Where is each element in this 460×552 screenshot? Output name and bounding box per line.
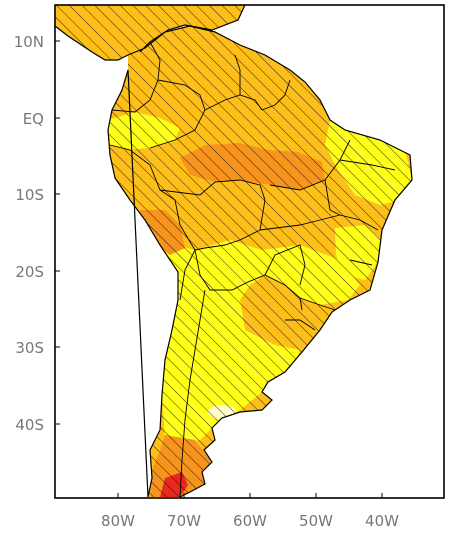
y-tick-label-10n: 10N (14, 33, 44, 51)
x-tick-label-80w: 80W (101, 512, 135, 530)
x-tick-label-70w: 70W (167, 512, 201, 530)
x-tick-label-60w: 60W (233, 512, 267, 530)
country-borders (109, 41, 396, 498)
y-tick-label-40s: 40S (15, 416, 44, 434)
x-axis (117, 493, 383, 498)
y-tick-labels: 10N EQ 10S 20S 30S 40S (14, 33, 44, 434)
y-tick-label-30s: 30S (15, 339, 44, 357)
y-tick-label-20s: 20S (15, 263, 44, 281)
x-tick-label-40w: 40W (365, 512, 399, 530)
x-tick-label-50w: 50W (299, 512, 333, 530)
y-tick-label-eq: EQ (23, 110, 44, 128)
y-tick-label-10s: 10S (15, 186, 44, 204)
x-tick-labels: 80W 70W 60W 50W 40W (101, 512, 399, 530)
y-axis (55, 40, 60, 425)
